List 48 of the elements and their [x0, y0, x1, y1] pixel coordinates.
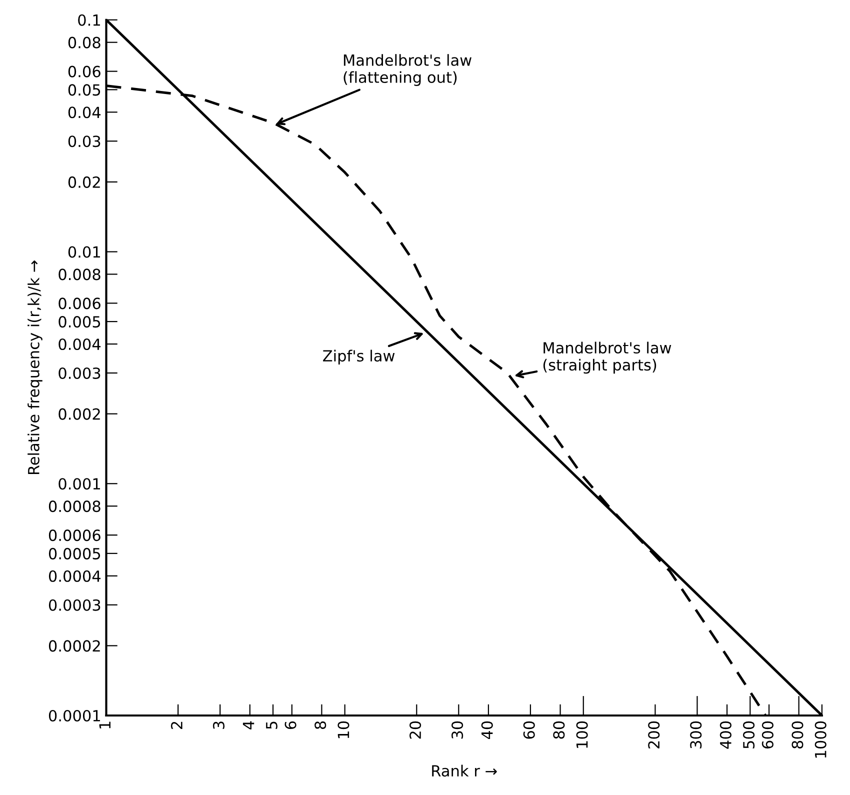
x-axis-title: Rank r →: [432, 764, 497, 777]
x-tick-label: 1: [99, 722, 110, 728]
x-tick-label: 6: [284, 721, 296, 730]
y-tick-label: 0.01: [68, 246, 100, 258]
y-tick-label: 0.003: [58, 367, 100, 380]
y-tick-label: 0.008: [58, 268, 100, 280]
y-tick-label: 0.0001: [48, 710, 100, 722]
y-tick-label: 0.002: [58, 408, 100, 420]
y-axis-title: Relative frequency i(r,k)/k →: [28, 260, 42, 474]
x-tick-label: 3: [212, 722, 225, 729]
y-tick-label: 0.0002: [48, 640, 100, 652]
x-tick-label: 8: [314, 721, 326, 730]
x-tick-label: 300: [690, 721, 702, 748]
y-tick-label: 0.0004: [48, 570, 101, 582]
y-tick-label: 0.0005: [48, 548, 100, 560]
annotation: Mandelbrot's law (straight parts): [543, 342, 672, 374]
x-tick-label: 20: [410, 721, 422, 739]
x-tick-label: 80: [553, 721, 565, 739]
y-tick-label: 0.001: [58, 478, 100, 490]
x-tick-label: 5: [266, 722, 278, 729]
x-tick-label: 1000: [814, 721, 826, 758]
x-tick-label: 40: [481, 721, 493, 740]
x-tick-label: 800: [792, 721, 804, 748]
y-tick-label: 0.03: [68, 136, 100, 148]
x-tick-label: 500: [743, 721, 755, 748]
x-tick-label: 2: [170, 722, 182, 729]
y-tick-label: 0.005: [58, 316, 100, 328]
y-tick-label: 0.0003: [48, 599, 100, 611]
x-tick-label: 60: [523, 721, 535, 739]
y-tick-label: 0.0006: [48, 530, 100, 542]
x-tick-label: 4: [242, 721, 254, 730]
x-tick-label: 10: [338, 721, 350, 738]
y-tick-label: 0.006: [58, 298, 100, 310]
y-tick-label: 0.0008: [48, 500, 100, 512]
x-tick-label: 600: [762, 721, 774, 748]
x-tick-label: 400: [720, 721, 732, 749]
x-tick-label: 100: [576, 721, 588, 748]
x-tick-label: 200: [648, 721, 660, 748]
y-tick-label: 0.004: [58, 338, 101, 350]
y-tick-label: 0.04: [68, 106, 101, 118]
y-tick-label: 0.02: [68, 176, 100, 188]
y-tick-label: 0.05: [68, 84, 100, 96]
annotation: Zipf's law: [323, 350, 395, 365]
annotation: Mandelbrot's law (flattening out): [344, 54, 472, 86]
y-tick-label: 0.06: [68, 66, 100, 78]
x-tick-label: 30: [452, 721, 464, 739]
y-tick-label: 0.08: [68, 36, 100, 48]
y-tick-label: 0.1: [78, 14, 100, 26]
